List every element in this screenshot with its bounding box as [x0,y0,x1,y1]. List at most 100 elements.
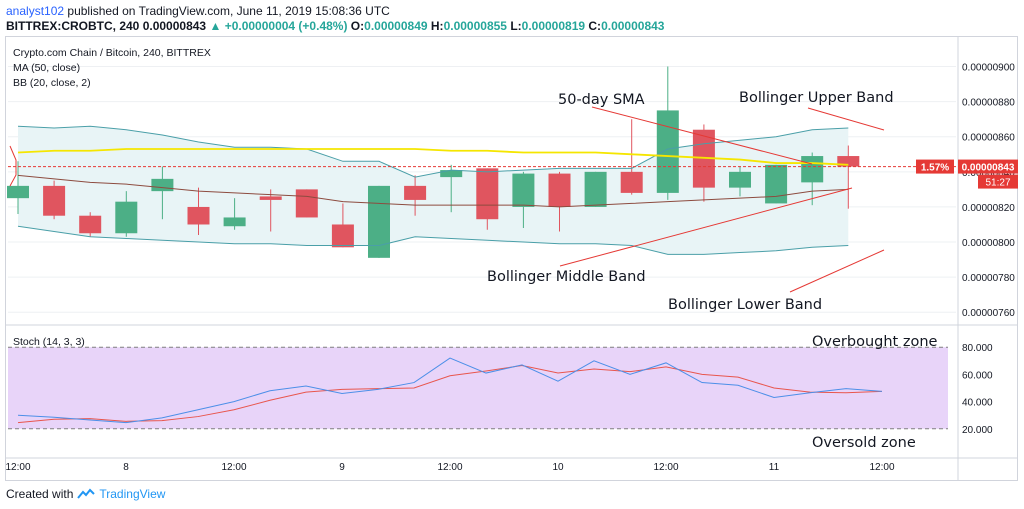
candle-body [837,156,860,167]
candle [331,203,354,248]
bollinger-bands [18,126,849,255]
bb-middle-annotation-pointer [559,187,853,267]
candle-body [765,164,788,204]
candle [512,171,535,228]
candle [115,191,138,237]
candle [7,161,29,214]
high-label: H: [430,19,444,33]
time-tick-label: 12:00 [5,462,30,473]
candle [729,166,751,197]
candle [656,66,679,200]
candle [476,168,499,230]
candle-body [331,224,354,248]
candle [79,212,102,237]
candle-body [476,168,499,220]
stoch-tick-label: 80.000 [962,343,993,354]
candle [43,180,66,220]
candle [584,171,607,207]
candle-body [512,173,535,207]
bb-upper-annotation-label: Bollinger Upper Band [739,90,894,106]
annotations: 50-day SMA Bollinger Upper Band Bollinger … [487,90,938,451]
symbol-name: BITTREX:CROBTC, 240 [6,19,140,33]
publish-line: analyst102 published on TradingView.com,… [6,4,390,18]
overbought-annotation-label: Overbought zone [812,334,938,350]
bb-middle-line [17,174,849,208]
candle-body [151,178,174,192]
candle-body [656,110,679,193]
candle-body [7,185,29,199]
left-edge-marker [9,145,17,187]
time-tick-label: 11 [769,462,780,473]
low-value: 0.00000819 [521,19,586,33]
bb-upper-annotation-pointer [807,107,885,131]
ma-legend: MA (50, close) [13,62,81,74]
price-change: +0.00000004 (+0.48%) [224,19,348,33]
price-badge [958,159,1018,174]
price-tick-label: 0.00000860 [962,133,1015,144]
candle [620,119,643,195]
bb-lower-annotation-pointer [789,249,885,293]
tradingview-brand[interactable]: TradingView [99,487,166,501]
price-tick-label: 0.00000780 [962,273,1015,284]
time-tick-label: 12:00 [653,462,678,473]
candle-body [43,185,66,216]
footer: Created with TradingView [6,487,165,501]
stoch-zone-fill [8,347,948,429]
bb-middle-annotation-label: Bollinger Middle Band [487,269,646,285]
bb-fill [18,126,849,255]
time-tick-label: 12:00 [869,462,894,473]
candle-body [295,189,318,218]
bb-lower-annotation-label: Bollinger Lower Band [668,297,822,313]
candle-body [223,217,246,227]
candle-body [187,206,210,225]
candle-body [115,201,138,234]
bb-upper-line [17,125,849,178]
candle-body [368,185,390,258]
candle-body [259,196,282,200]
time-tick-label: 10 [552,462,564,473]
publish-info: published on TradingView.com, June 11, 2… [67,4,390,18]
time-tick-label: 8 [123,462,129,473]
candle [548,171,571,232]
oversold-annotation-label: Oversold zone [812,435,916,451]
indicator-lines [8,125,956,424]
candle-body [801,156,824,183]
candle-body [79,215,102,234]
countdown-badge [978,174,1018,189]
close-value: 0.00000843 [601,19,665,33]
chart-legend-title: Crypto.com Chain / Bitcoin, 240, BITTREX [13,47,211,59]
sma-annotation-pointer [591,106,813,165]
candle [223,198,246,230]
candle-body [548,173,571,207]
price-tick-label: 0.00000760 [962,308,1015,319]
candle [765,164,788,204]
last-price: 0.00000843 [142,19,207,33]
price-tick-label: 0.00000800 [962,238,1015,249]
tradingview-logo-icon [77,488,96,499]
symbol-line: BITTREX:CROBTC, 240 0.00000843 ▲ +0.0000… [6,19,664,33]
candle [404,175,427,216]
time-tick-label: 12:00 [437,462,462,473]
low-label: L: [510,19,522,33]
candle-body [584,171,607,207]
author-link[interactable]: analyst102 [6,4,65,18]
bb-legend: BB (20, close, 2) [13,77,91,89]
open-label: O: [350,19,365,33]
stoch-tick-label: 60.000 [962,370,993,381]
created-with-text: Created with [6,487,74,501]
price-badge-text: 0.00000843 [962,163,1015,174]
stoch-d-line [17,365,883,424]
candle-body [620,171,643,193]
candle-body [404,185,427,200]
candle [187,187,210,236]
up-arrow-icon: ▲ [209,19,222,33]
close-label: C: [588,19,602,33]
candle [259,189,282,232]
stoch-zone [8,346,948,430]
candle-body [440,170,463,178]
stoch-legend: Stoch (14, 3, 3) [13,336,85,348]
stoch-k-line [17,357,883,424]
axes: 20.000 40.000 60.000 80.000 0.00000760 0.0000… [5,63,1018,473]
